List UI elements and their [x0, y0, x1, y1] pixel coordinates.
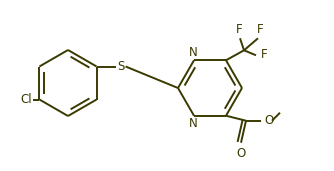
- Text: F: F: [236, 23, 242, 36]
- Text: N: N: [189, 117, 197, 130]
- Text: O: O: [236, 147, 245, 160]
- Text: S: S: [117, 60, 124, 73]
- Text: Cl: Cl: [21, 93, 32, 106]
- Text: F: F: [257, 23, 263, 36]
- Text: F: F: [261, 48, 268, 61]
- Text: O: O: [264, 114, 273, 127]
- Text: N: N: [189, 46, 197, 59]
